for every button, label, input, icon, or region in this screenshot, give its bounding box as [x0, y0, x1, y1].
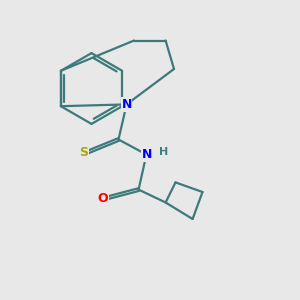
Text: N: N — [142, 148, 152, 161]
Text: H: H — [159, 147, 168, 157]
Text: O: O — [98, 191, 108, 205]
Text: S: S — [80, 146, 88, 160]
Text: N: N — [122, 98, 132, 111]
